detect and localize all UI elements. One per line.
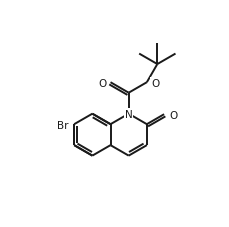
Text: N: N — [124, 110, 132, 120]
Text: Br: Br — [57, 121, 68, 131]
Text: O: O — [98, 79, 106, 89]
Text: O: O — [168, 111, 177, 121]
Text: O: O — [150, 79, 158, 89]
